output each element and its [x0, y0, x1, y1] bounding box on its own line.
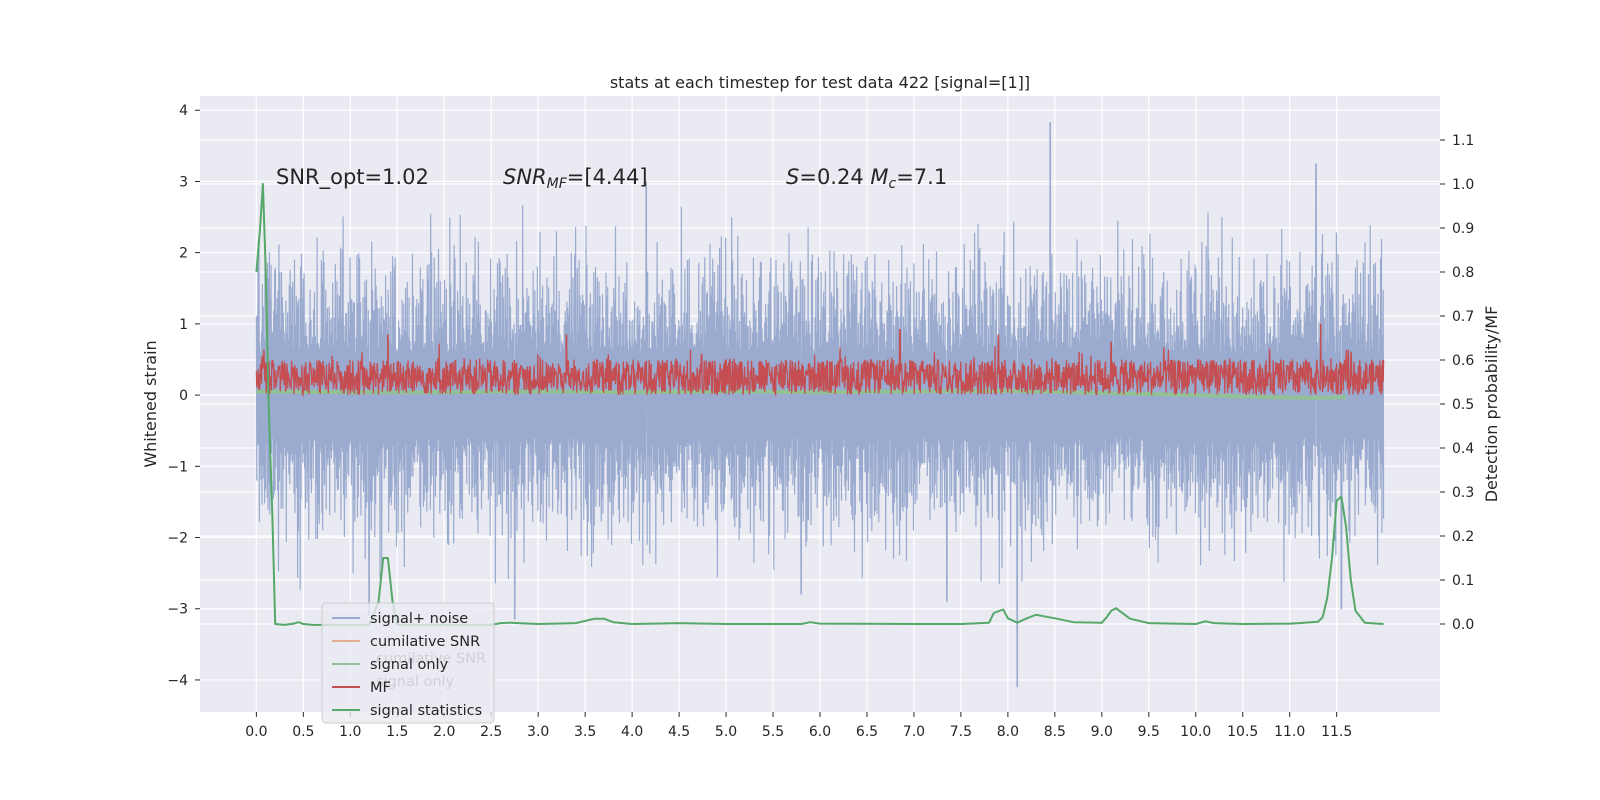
legend-box	[321, 602, 495, 724]
annotation-part: =0.24	[799, 165, 870, 189]
x-tick-label: 8.0	[997, 724, 1019, 740]
y-tick-label: −1	[167, 459, 188, 475]
annotation-part: =[4.44]	[567, 165, 648, 189]
x-tick-label: 2.5	[480, 724, 502, 740]
right-y-axis-label: Detection probability/MF	[1482, 306, 1501, 503]
annotation-part: MF	[547, 176, 568, 192]
y-tick-label: 2	[179, 246, 188, 262]
chart-title: stats at each timestep for test data 422…	[610, 73, 1030, 92]
annotation-text: SNRMF=[4.44]	[503, 165, 648, 192]
x-tick-label: 0.0	[245, 724, 267, 740]
y-tick-label: 3	[179, 174, 188, 190]
x-tick-label: 7.0	[903, 724, 925, 740]
legend-label: signal only	[370, 657, 449, 673]
series-signal-only-line	[256, 388, 1347, 400]
x-axis-ticks: 0.0 0.5 1.0 1.5 2.0 2.5 3.0 3.5 4.0 4.5 5.0 5.5 6.0 6…	[245, 712, 1352, 740]
x-tick-label: 9.0	[1091, 724, 1113, 740]
x-tick-label: 3.0	[527, 724, 549, 740]
series-mf-line	[255, 323, 1385, 398]
y-tick-label: −2	[167, 531, 188, 547]
legend-label: MF	[370, 680, 391, 696]
y-tick-label: −3	[167, 602, 188, 618]
right-y-tick-label: 0.8	[1452, 265, 1474, 281]
y-axis-label: Whitened strain	[141, 340, 160, 467]
right-y-tick-label: 0.6	[1452, 353, 1474, 369]
right-y-tick-label: 0.4	[1452, 441, 1474, 457]
right-y-tick-label: 0.9	[1452, 221, 1474, 237]
annotation-part: SNR_opt=1.02	[276, 165, 429, 190]
legend-label: cumilative SNR	[370, 634, 480, 650]
x-tick-label: 11.0	[1274, 724, 1305, 740]
right-y-tick-label: 1.0	[1452, 177, 1474, 193]
x-tick-label: 4.5	[668, 724, 690, 740]
x-tick-label: 6.0	[809, 724, 831, 740]
y-tick-label: 1	[179, 317, 188, 333]
right-y-axis-ticks: 1.1 1.0 0.9 0.8 0.7 0.6 0.5 0.4 0.3 0.2 0.1 0.0	[1440, 133, 1474, 633]
x-tick-label: 5.0	[715, 724, 737, 740]
x-tick-label: 10.0	[1180, 724, 1211, 740]
annotation-part: S	[786, 165, 799, 189]
x-tick-label: 8.5	[1044, 724, 1066, 740]
x-tick-label: 3.5	[574, 724, 596, 740]
right-y-tick-label: 0.5	[1452, 397, 1474, 413]
x-tick-label: 11.5	[1321, 724, 1352, 740]
y-axis-ticks: 4 3 2 1 0 −1 −2 −3 −4	[167, 103, 200, 689]
x-tick-label: 7.5	[950, 724, 972, 740]
x-tick-label: 6.5	[856, 724, 878, 740]
legend-label: signal statistics	[370, 703, 482, 719]
y-tick-label: −4	[167, 673, 188, 689]
y-tick-label: 4	[179, 103, 188, 119]
x-tick-label: 9.5	[1138, 724, 1160, 740]
right-y-tick-label: 0.7	[1452, 309, 1474, 325]
legend-ghost-label: signal only	[376, 674, 455, 690]
x-tick-label: 0.5	[292, 724, 314, 740]
x-tick-label: 10.5	[1227, 724, 1258, 740]
right-y-tick-label: 0.0	[1452, 617, 1474, 633]
annotations: SNR_opt=1.02 SNRMF=[4.44] S=0.24 Mc=7.1	[276, 165, 947, 192]
x-tick-label: 1.0	[339, 724, 361, 740]
annotation-text: S=0.24 Mc=7.1	[786, 165, 947, 192]
x-tick-label: 4.0	[621, 724, 643, 740]
x-tick-label: 5.5	[762, 724, 784, 740]
annotation-part: M	[870, 165, 888, 189]
right-y-tick-label: 0.1	[1452, 573, 1474, 589]
legend-label: signal+ noise	[370, 611, 468, 627]
x-tick-label: 1.5	[386, 724, 408, 740]
right-y-tick-label: 0.2	[1452, 529, 1474, 545]
x-tick-label: 2.0	[433, 724, 455, 740]
y-tick-label: 0	[179, 388, 188, 404]
annotation-part: c	[889, 176, 897, 192]
right-y-tick-label: 1.1	[1452, 133, 1474, 149]
legend-ghost-label: cumilative SNR	[376, 651, 486, 667]
annotation-part: =7.1	[896, 165, 947, 189]
annotation-part: SNR	[503, 165, 547, 189]
right-y-tick-label: 0.3	[1452, 485, 1474, 501]
annotation-text: SNR_opt=1.02	[276, 165, 429, 190]
